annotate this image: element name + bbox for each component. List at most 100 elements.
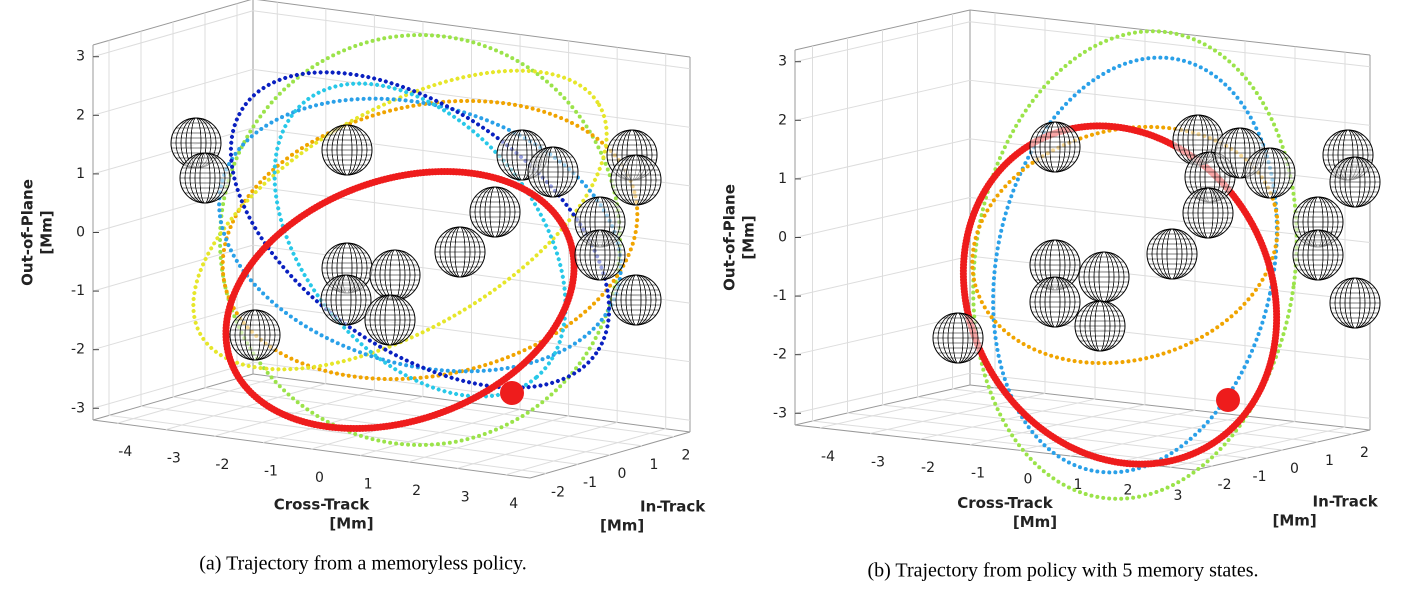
sphere-wire bbox=[615, 274, 657, 326]
y-axis-label: [Mm] bbox=[600, 517, 644, 535]
grid-line bbox=[794, 79, 971, 121]
grid-line bbox=[794, 138, 971, 180]
x-tick-label: 2 bbox=[1124, 483, 1133, 499]
x-tick-label: 3 bbox=[1174, 488, 1183, 504]
z-axis-label: Out-of-Plane bbox=[19, 179, 37, 286]
z-axis-label: Out-of-Plane bbox=[721, 184, 739, 291]
grid-line bbox=[969, 372, 1371, 419]
z-tick-label: 2 bbox=[76, 107, 85, 123]
y-tick-label: -2 bbox=[551, 484, 565, 500]
x-axis-label: Cross-Track bbox=[957, 494, 1054, 512]
trajectory bbox=[222, 168, 578, 432]
sphere-wire bbox=[1034, 121, 1076, 173]
z-axis-label: [Mm] bbox=[740, 215, 758, 259]
sphere-wire bbox=[937, 312, 979, 364]
grid-line bbox=[92, 244, 254, 292]
z-tick-label: 2 bbox=[778, 112, 787, 128]
sphere-wire bbox=[439, 226, 481, 278]
sphere-wire bbox=[579, 229, 621, 281]
x-tick-label: 0 bbox=[315, 470, 324, 486]
x-tick-label: 0 bbox=[1024, 471, 1033, 487]
z-tick-label: 1 bbox=[778, 171, 787, 187]
sphere-wire bbox=[532, 146, 574, 198]
y-axis-label: In-Track bbox=[640, 498, 706, 516]
x-tick-label: -2 bbox=[215, 457, 229, 473]
trajectory bbox=[228, 70, 612, 390]
obstacles bbox=[170, 117, 662, 361]
caption: (a) Trajectory from a memoryless policy. bbox=[199, 553, 527, 575]
sphere-wire bbox=[1249, 147, 1291, 199]
grid-line bbox=[969, 79, 1371, 126]
x-tick-label: -2 bbox=[921, 460, 935, 476]
x-axis-label: Cross-Track bbox=[274, 496, 371, 514]
y-tick-label: 1 bbox=[1325, 453, 1334, 469]
grid-line bbox=[969, 314, 1371, 361]
grid-line bbox=[794, 372, 971, 414]
obstacles bbox=[932, 114, 1381, 364]
z-tick-label: 1 bbox=[76, 166, 85, 182]
grid-line bbox=[969, 21, 1371, 68]
sphere-wire bbox=[1151, 228, 1193, 280]
sphere-wire bbox=[474, 186, 516, 238]
sphere-wire bbox=[369, 294, 411, 346]
z-tick-label: 3 bbox=[76, 49, 85, 65]
grid-line bbox=[952, 388, 1353, 435]
x-tick-label: -3 bbox=[167, 451, 181, 467]
x-tick-label: -1 bbox=[971, 466, 985, 482]
grid-line bbox=[882, 404, 1283, 451]
x-tick-label: 1 bbox=[364, 476, 373, 492]
x-tick-label: 3 bbox=[461, 489, 470, 505]
x-axis-label: [Mm] bbox=[1013, 513, 1057, 531]
z-tick-label: 3 bbox=[778, 54, 787, 70]
grid-line bbox=[917, 396, 1318, 443]
sphere-wire bbox=[325, 274, 367, 326]
y-tick-label: -2 bbox=[1218, 477, 1232, 493]
grid-line bbox=[794, 255, 971, 297]
grid-line bbox=[92, 68, 254, 116]
x-tick-label: -4 bbox=[118, 444, 132, 460]
z-tick-label: 0 bbox=[778, 230, 787, 246]
y-tick-label: 1 bbox=[650, 457, 659, 473]
trajectory bbox=[971, 29, 1299, 501]
z-tick-label: -2 bbox=[71, 342, 85, 358]
sphere-wire bbox=[1334, 277, 1376, 329]
grid-line bbox=[92, 361, 254, 409]
sphere-wire bbox=[1034, 276, 1076, 328]
grid-line bbox=[794, 197, 971, 238]
y-tick-label: 0 bbox=[1290, 461, 1299, 477]
box-edge bbox=[969, 384, 1371, 431]
x-tick-label: -3 bbox=[871, 454, 885, 470]
y-axis-label: [Mm] bbox=[1273, 512, 1317, 530]
y-tick-label: -1 bbox=[1253, 469, 1267, 485]
y-axis-label: In-Track bbox=[1313, 493, 1379, 511]
trajectory bbox=[991, 55, 1279, 475]
z-axis-label: [Mm] bbox=[38, 210, 56, 254]
x-tick-label: -1 bbox=[264, 464, 278, 480]
sphere-wire bbox=[1334, 156, 1376, 208]
trajectory bbox=[970, 124, 1280, 366]
sphere-wire bbox=[1187, 187, 1229, 239]
grid-line bbox=[108, 414, 547, 474]
x-tick-label: -4 bbox=[821, 449, 835, 465]
grid-line bbox=[92, 10, 254, 58]
z-tick-label: -1 bbox=[71, 283, 85, 299]
caption: (b) Trajectory from policy with 5 memory… bbox=[867, 560, 1258, 582]
grid-line bbox=[812, 420, 1213, 467]
grid-line bbox=[794, 21, 971, 63]
z-tick-label: 0 bbox=[76, 225, 85, 241]
x-tick-label: 1 bbox=[1074, 477, 1083, 493]
x-axis-label: [Mm] bbox=[329, 515, 373, 533]
y-tick-label: 0 bbox=[618, 466, 627, 482]
sphere-wire bbox=[1079, 300, 1121, 352]
z-tick-label: -1 bbox=[773, 288, 787, 304]
y-tick-label: 2 bbox=[1360, 445, 1369, 461]
start-point bbox=[1216, 388, 1240, 412]
y-tick-label: 2 bbox=[682, 448, 691, 464]
sphere-wire bbox=[184, 152, 226, 204]
sphere-wire bbox=[234, 309, 276, 361]
z-tick-label: -3 bbox=[71, 400, 85, 416]
sphere-wire bbox=[1297, 229, 1339, 281]
trajectory bbox=[191, 68, 609, 372]
z-tick-label: -2 bbox=[773, 347, 787, 363]
z-tick-label: -3 bbox=[773, 405, 787, 421]
